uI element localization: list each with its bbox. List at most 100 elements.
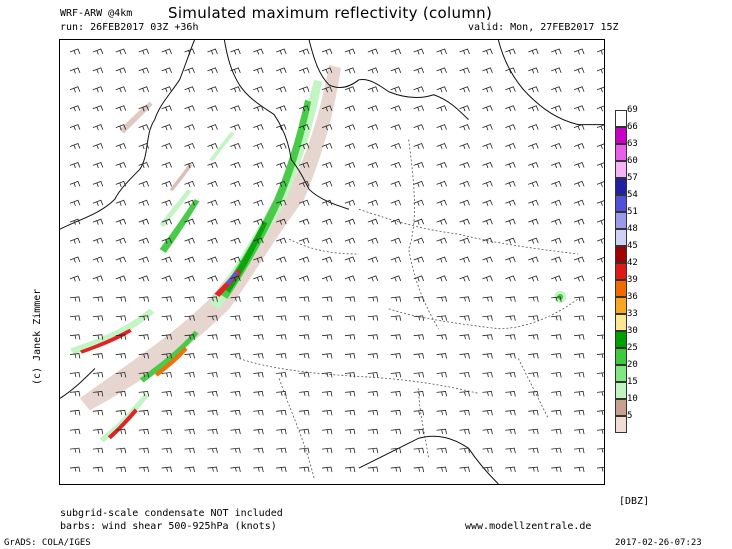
wind-barb [138, 390, 150, 397]
wind-barb [115, 428, 127, 435]
wind-barb [298, 161, 310, 169]
wind-barb [207, 296, 218, 302]
wind-barb [207, 428, 218, 435]
wind-barb [184, 275, 195, 282]
legend-label: 36 [627, 292, 638, 302]
wind-barb [482, 218, 493, 225]
wind-barb [161, 67, 172, 74]
wind-barb [253, 275, 264, 282]
wind-barb [161, 86, 172, 93]
wind-barb [367, 67, 379, 74]
wind-barb [69, 315, 81, 321]
wind-barb [367, 256, 379, 263]
wind-barb [115, 353, 127, 359]
wind-barb [207, 353, 218, 359]
wind-barb [367, 124, 379, 131]
wind-barb [92, 353, 104, 359]
wind-barb [184, 143, 195, 150]
wind-barb [367, 48, 379, 55]
wind-barb [482, 275, 493, 282]
wind-barb [482, 143, 493, 150]
wind-barb [69, 296, 81, 302]
wind-barb [69, 447, 81, 454]
wind-barb [138, 334, 150, 340]
wind-barb [230, 334, 241, 340]
wind-barb [207, 315, 218, 321]
wind-barb [482, 447, 493, 454]
wind-barb [299, 390, 310, 397]
wind-barb [459, 124, 470, 131]
wind-barb [505, 67, 516, 74]
wind-barb [596, 105, 604, 112]
wind-barb [207, 390, 218, 397]
legend-label: 48 [627, 224, 638, 234]
wind-barb [161, 143, 172, 150]
wind-barb [138, 218, 150, 225]
wind-barb [207, 180, 218, 187]
wind-barb [230, 143, 241, 150]
wind-barb [573, 256, 585, 263]
wind-barb [459, 296, 470, 302]
legend-swatch [615, 365, 627, 382]
wind-barb [253, 199, 264, 206]
wind-barb [459, 353, 470, 359]
wind-barb [161, 447, 172, 454]
wind-barb [390, 315, 402, 321]
wind-barb [344, 428, 356, 435]
wind-barb [344, 105, 356, 112]
wind-barb [390, 256, 402, 263]
wind-barb [253, 124, 264, 131]
wind-barb [459, 48, 470, 55]
wind-barb [138, 447, 150, 454]
wind-barb [321, 409, 333, 416]
wind-barb [459, 143, 470, 150]
wind-barb [321, 124, 333, 131]
wind-barb [321, 67, 333, 74]
wind-barb [482, 466, 493, 473]
wind-barb [92, 372, 104, 378]
page-title: Simulated maximum reflectivity (column) [168, 4, 493, 22]
wind-barb [321, 218, 333, 225]
wind-barb [573, 237, 585, 244]
wind-barb [230, 466, 241, 473]
wind-barb [207, 334, 218, 340]
wind-barb [344, 275, 356, 282]
wind-barb [276, 143, 287, 150]
wind-barb [390, 428, 402, 435]
legend-swatch [615, 195, 627, 212]
wind-barb [528, 256, 539, 263]
wind-barb [390, 105, 402, 112]
wind-barb [344, 180, 356, 187]
wind-barb [207, 275, 218, 282]
wind-barb [367, 218, 379, 225]
wind-barb [298, 143, 310, 150]
wind-barb [573, 199, 585, 206]
wind-barb [390, 334, 402, 340]
wind-barb [413, 315, 425, 321]
wind-barb [69, 199, 81, 206]
wind-barb [528, 86, 539, 93]
wind-barb [413, 237, 425, 244]
wind-barb [390, 67, 402, 74]
wind-barb [459, 428, 470, 435]
wind-barb [482, 86, 493, 93]
wind-barb [596, 466, 604, 472]
wind-barb [69, 466, 81, 473]
wind-barb [459, 466, 470, 473]
wind-barb [505, 256, 516, 263]
wind-barb [184, 334, 195, 340]
wind-barb [436, 296, 447, 302]
wind-barb [276, 296, 287, 302]
wind-barb [596, 334, 604, 340]
wind-barb [505, 48, 516, 55]
legend-swatch [615, 178, 627, 195]
wind-barb [505, 199, 516, 206]
wind-barb [505, 124, 516, 131]
wind-barb [505, 218, 516, 225]
wind-barb [299, 296, 310, 302]
wind-barb [436, 256, 447, 263]
wind-barb [573, 143, 585, 150]
wind-barb [344, 334, 356, 340]
wind-barb [276, 124, 287, 131]
wind-barb [436, 372, 447, 378]
